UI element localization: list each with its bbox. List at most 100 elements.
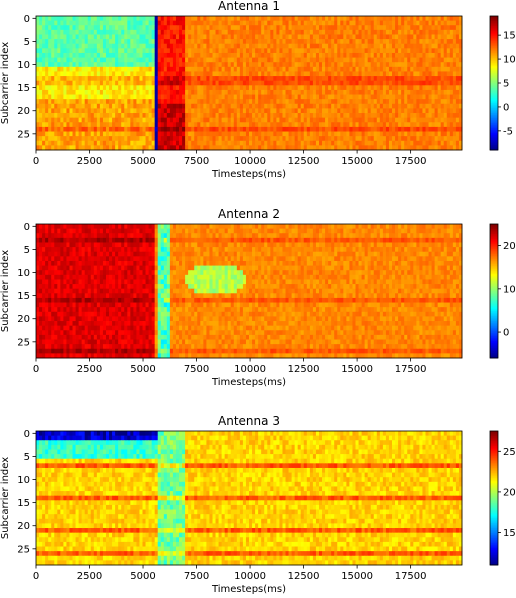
heatmap-cell <box>93 25 98 31</box>
heatmap-cell <box>209 16 213 22</box>
colorbar-step <box>490 32 498 35</box>
heatmap-cell <box>90 237 95 243</box>
heatmap-cell <box>282 108 286 114</box>
heatmap-cell <box>346 76 350 82</box>
heatmap-cell <box>224 34 229 40</box>
heatmap-cell <box>437 43 442 49</box>
heatmap-cell <box>404 25 408 31</box>
heatmap-cell <box>416 237 420 243</box>
heatmap-cell <box>142 131 146 137</box>
heatmap-cell <box>395 108 399 114</box>
heatmap-cell <box>410 237 414 243</box>
heatmap-cell <box>48 122 52 128</box>
heatmap-cell <box>115 228 119 234</box>
heatmap-cell <box>218 140 223 146</box>
heatmap-cell <box>102 20 107 26</box>
heatmap-cell <box>273 131 277 137</box>
heatmap-cell <box>385 39 390 45</box>
heatmap-cell <box>242 136 247 142</box>
heatmap-cell <box>145 99 149 105</box>
heatmap-cell <box>288 16 292 22</box>
heatmap-cell <box>300 89 305 95</box>
heatmap-cell <box>455 80 460 86</box>
heatmap-cell <box>42 99 46 105</box>
heatmap-cell <box>258 126 262 132</box>
heatmap-cell <box>340 89 344 95</box>
heatmap-cell <box>227 242 232 248</box>
heatmap-cell <box>297 228 302 234</box>
heatmap-cell <box>303 224 308 230</box>
heatmap-cell <box>60 228 64 234</box>
heatmap-cell <box>118 80 122 86</box>
heatmap-cell <box>264 48 268 54</box>
heatmap-cell <box>370 99 375 105</box>
heatmap-cell <box>279 39 283 45</box>
heatmap-cell <box>312 29 317 35</box>
heatmap-cell <box>346 29 350 35</box>
heatmap-cell <box>200 140 204 146</box>
heatmap-cell <box>236 52 241 58</box>
colorbar-step <box>490 44 498 47</box>
heatmap-cell <box>349 108 353 114</box>
heatmap-cell <box>343 122 347 128</box>
heatmap-cell <box>163 224 168 230</box>
heatmap-cell <box>297 52 302 58</box>
heatmap-cell <box>179 43 183 49</box>
heatmap-cell <box>431 94 436 100</box>
heatmap-cell <box>112 39 116 45</box>
heatmap-cell <box>404 224 408 230</box>
heatmap-cell <box>306 20 311 26</box>
heatmap-cell <box>395 52 399 58</box>
heatmap-cell <box>373 126 378 132</box>
heatmap-cell <box>203 126 207 132</box>
heatmap-cell <box>379 224 384 230</box>
heatmap-cell <box>148 228 153 234</box>
heatmap-cell <box>160 145 165 151</box>
heatmap-cell <box>328 131 332 137</box>
heatmap-cell <box>434 233 439 239</box>
heatmap-cell <box>245 233 250 239</box>
heatmap-cell <box>315 25 320 31</box>
heatmap-cell <box>54 85 58 91</box>
heatmap-cell <box>388 48 393 54</box>
heatmap-cell <box>221 39 226 45</box>
heatmap-cell <box>328 48 332 54</box>
heatmap-cell <box>288 247 292 253</box>
heatmap-cell <box>133 117 137 123</box>
heatmap-cell <box>395 224 399 230</box>
heatmap-cell <box>139 117 143 123</box>
heatmap-cell <box>376 25 381 31</box>
heatmap-cell <box>267 113 271 119</box>
heatmap-cell <box>157 117 162 123</box>
heatmap-cell <box>60 113 64 119</box>
heatmap-cell <box>102 34 107 40</box>
heatmap-cell <box>99 34 104 40</box>
heatmap-cell <box>206 247 210 253</box>
heatmap-cell <box>118 43 122 49</box>
heatmap-cell <box>376 117 381 123</box>
heatmap-cell <box>218 80 223 86</box>
heatmap-cell <box>264 136 268 142</box>
heatmap-cell <box>428 29 432 35</box>
heatmap-cell <box>249 136 253 142</box>
heatmap-cell <box>425 85 429 91</box>
heatmap-cell <box>39 34 43 40</box>
heatmap-cell <box>428 89 432 95</box>
heatmap-cell <box>270 80 274 86</box>
heatmap-cell <box>182 108 186 114</box>
heatmap-cell <box>172 113 177 119</box>
heatmap-cell <box>72 89 76 95</box>
heatmap-cell <box>48 39 52 45</box>
heatmap-cell <box>382 136 387 142</box>
colorbar-step <box>490 114 498 117</box>
heatmap-cell <box>273 103 277 109</box>
heatmap-cell <box>51 103 55 109</box>
heatmap-cell <box>200 122 204 128</box>
heatmap-cell <box>410 39 414 45</box>
heatmap-cell <box>388 52 393 58</box>
heatmap-cell <box>121 136 125 142</box>
heatmap-cell <box>172 224 177 230</box>
colorbar-step <box>490 69 498 72</box>
heatmap-cell <box>124 16 128 22</box>
heatmap-cell <box>358 66 362 72</box>
